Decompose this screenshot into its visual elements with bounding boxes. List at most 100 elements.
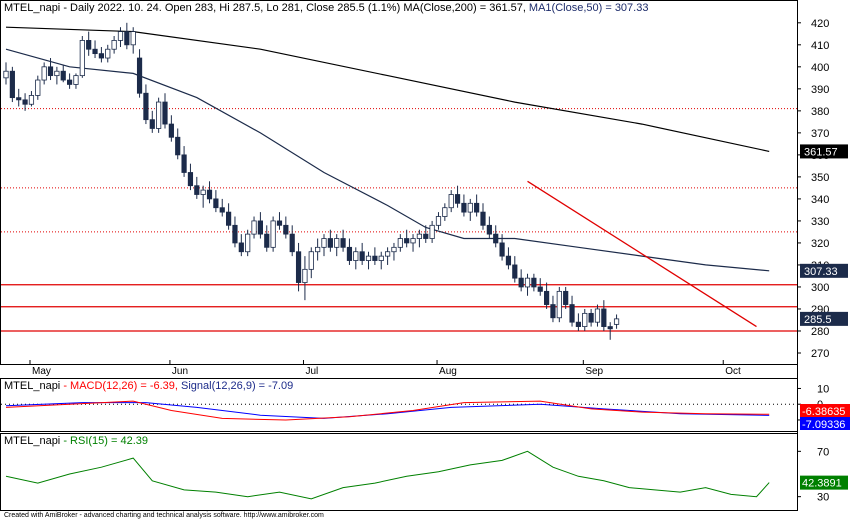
candle-body	[194, 185, 200, 195]
candle-body	[130, 31, 136, 46]
candle-body	[448, 194, 454, 209]
x-tick-label: Sep	[585, 366, 603, 377]
candle-body	[257, 220, 264, 235]
candle-body	[225, 211, 232, 226]
candle-body	[283, 224, 289, 235]
candle-body	[404, 238, 410, 244]
candle-body	[111, 40, 117, 50]
ma200-legend: MA(Close,200) = 361.57,	[403, 2, 526, 14]
candle-body	[569, 304, 575, 323]
candle-body	[9, 70, 15, 99]
candle-body	[295, 251, 302, 283]
candle-body	[391, 246, 397, 253]
candle-body	[41, 66, 47, 81]
candle-body	[601, 308, 607, 327]
candle-body	[372, 255, 378, 261]
candle-body	[308, 251, 314, 270]
candle-body	[16, 97, 22, 101]
value-badge-label: 285.5	[804, 314, 832, 326]
macd-panel-title: MTEL_napi - MACD(12,26) = -6.39, Signal(…	[4, 380, 293, 392]
candle-body	[315, 246, 321, 253]
candle-body	[143, 92, 149, 121]
candle-body	[35, 79, 41, 96]
rsi-symbol: MTEL_napi	[4, 435, 60, 447]
ma50-line	[5, 48, 770, 272]
candle-body	[575, 321, 582, 327]
rsi-panel-title: MTEL_napi - RSI(15) = 42.39	[4, 435, 148, 447]
value-badge-label: -6.38635	[802, 406, 845, 418]
candle-body	[544, 290, 550, 305]
candle-body	[60, 70, 66, 81]
candle-body	[480, 211, 486, 226]
macd-legend: - MACD(12,26) = -6.39,	[60, 380, 181, 392]
candle-body	[321, 238, 327, 248]
candle-body	[416, 233, 423, 239]
candle-body	[607, 326, 613, 330]
candle-body	[327, 238, 333, 248]
price-ohlc-info: - Daily 2022. 10. 24. Open 283, Hi 287.5…	[60, 2, 403, 14]
candle-body	[213, 198, 219, 209]
candle-body	[524, 277, 531, 288]
candle-body	[206, 189, 213, 200]
candle-body	[493, 233, 499, 244]
x-tick-label: May	[32, 366, 51, 377]
y-tick-label: 280	[811, 326, 829, 338]
candle-body	[175, 136, 181, 156]
y-tick-label: 380	[811, 106, 829, 118]
x-tick-label: Jul	[305, 366, 318, 377]
macd-symbol: MTEL_napi	[4, 380, 60, 392]
y-tick-label: 300	[811, 282, 829, 294]
candle-body	[340, 238, 346, 248]
downtrend-line	[527, 180, 757, 328]
candle-body	[467, 202, 473, 213]
candle-body	[105, 48, 111, 59]
macd-line	[5, 400, 770, 421]
candle-body	[442, 207, 448, 217]
candle-body	[245, 233, 251, 253]
value-badge-label: 361.57	[804, 146, 838, 158]
candle-body	[251, 220, 257, 235]
candle-body	[264, 233, 270, 248]
y-tick-label: 70	[817, 446, 829, 458]
value-badge	[800, 263, 848, 278]
candle-body	[582, 312, 588, 327]
y-tick-label: 330	[811, 216, 829, 228]
value-badge-label: 307.33	[804, 266, 838, 278]
x-tick-label: Oct	[725, 366, 741, 377]
candle-body	[149, 119, 155, 129]
y-tick-label: 370	[811, 128, 829, 140]
candle-body	[505, 255, 512, 266]
candle-body	[270, 220, 276, 248]
candle-body	[512, 264, 518, 279]
candle-body	[124, 31, 130, 46]
y-tick-label: 420	[811, 18, 829, 30]
x-tick-label: Aug	[439, 366, 457, 377]
candle-body	[73, 75, 79, 85]
candle-body	[397, 238, 403, 248]
candle-body	[588, 312, 594, 323]
candle-body	[289, 233, 295, 253]
price-panel-title: MTEL_napi - Daily 2022. 10. 24. Open 283…	[4, 2, 648, 14]
candle-body	[474, 202, 480, 213]
candle-body	[79, 40, 85, 77]
macd-panel-frame	[0, 378, 798, 432]
y-tick-label: 270	[811, 348, 829, 360]
candle-body	[117, 31, 124, 41]
candle-body	[92, 48, 98, 55]
y-tick-label: 400	[811, 62, 829, 74]
candle-body	[537, 286, 543, 292]
candle-body	[346, 246, 353, 261]
candle-body	[454, 194, 461, 204]
candle-body	[54, 70, 60, 77]
candle-body	[365, 255, 372, 261]
candle-body	[238, 242, 244, 253]
y-tick-label: 350	[811, 172, 829, 184]
candle-body	[22, 99, 28, 105]
candle-body	[200, 189, 206, 195]
value-badge	[800, 404, 850, 417]
candle-body	[47, 66, 54, 77]
candle-body	[136, 57, 143, 94]
candle-body	[162, 101, 168, 125]
candle-body	[531, 277, 537, 288]
